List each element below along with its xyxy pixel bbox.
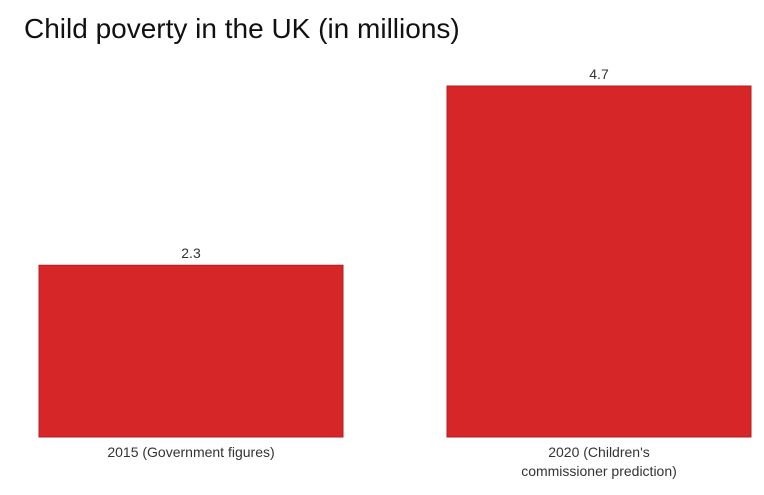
value-label-1: 4.7 xyxy=(589,66,609,82)
value-label-0: 2.3 xyxy=(181,245,201,261)
bars-layer xyxy=(38,85,752,438)
bar-1 xyxy=(446,85,752,438)
value-labels-layer: 2.3 4.7 xyxy=(181,66,609,261)
chart-title: Child poverty in the UK (in millions) xyxy=(24,13,460,44)
category-label-line: 2015 (Government figures) xyxy=(107,444,274,460)
category-labels-layer: 2015 (Government figures) 2020 (Children'… xyxy=(107,444,676,479)
bar-0 xyxy=(38,264,344,438)
category-label-line: commissioner prediction) xyxy=(521,463,677,479)
category-label-1: 2020 (Children's commissioner prediction) xyxy=(521,444,677,479)
category-label-line: 2020 (Children's xyxy=(548,444,650,460)
category-label-0: 2015 (Government figures) xyxy=(107,444,274,460)
